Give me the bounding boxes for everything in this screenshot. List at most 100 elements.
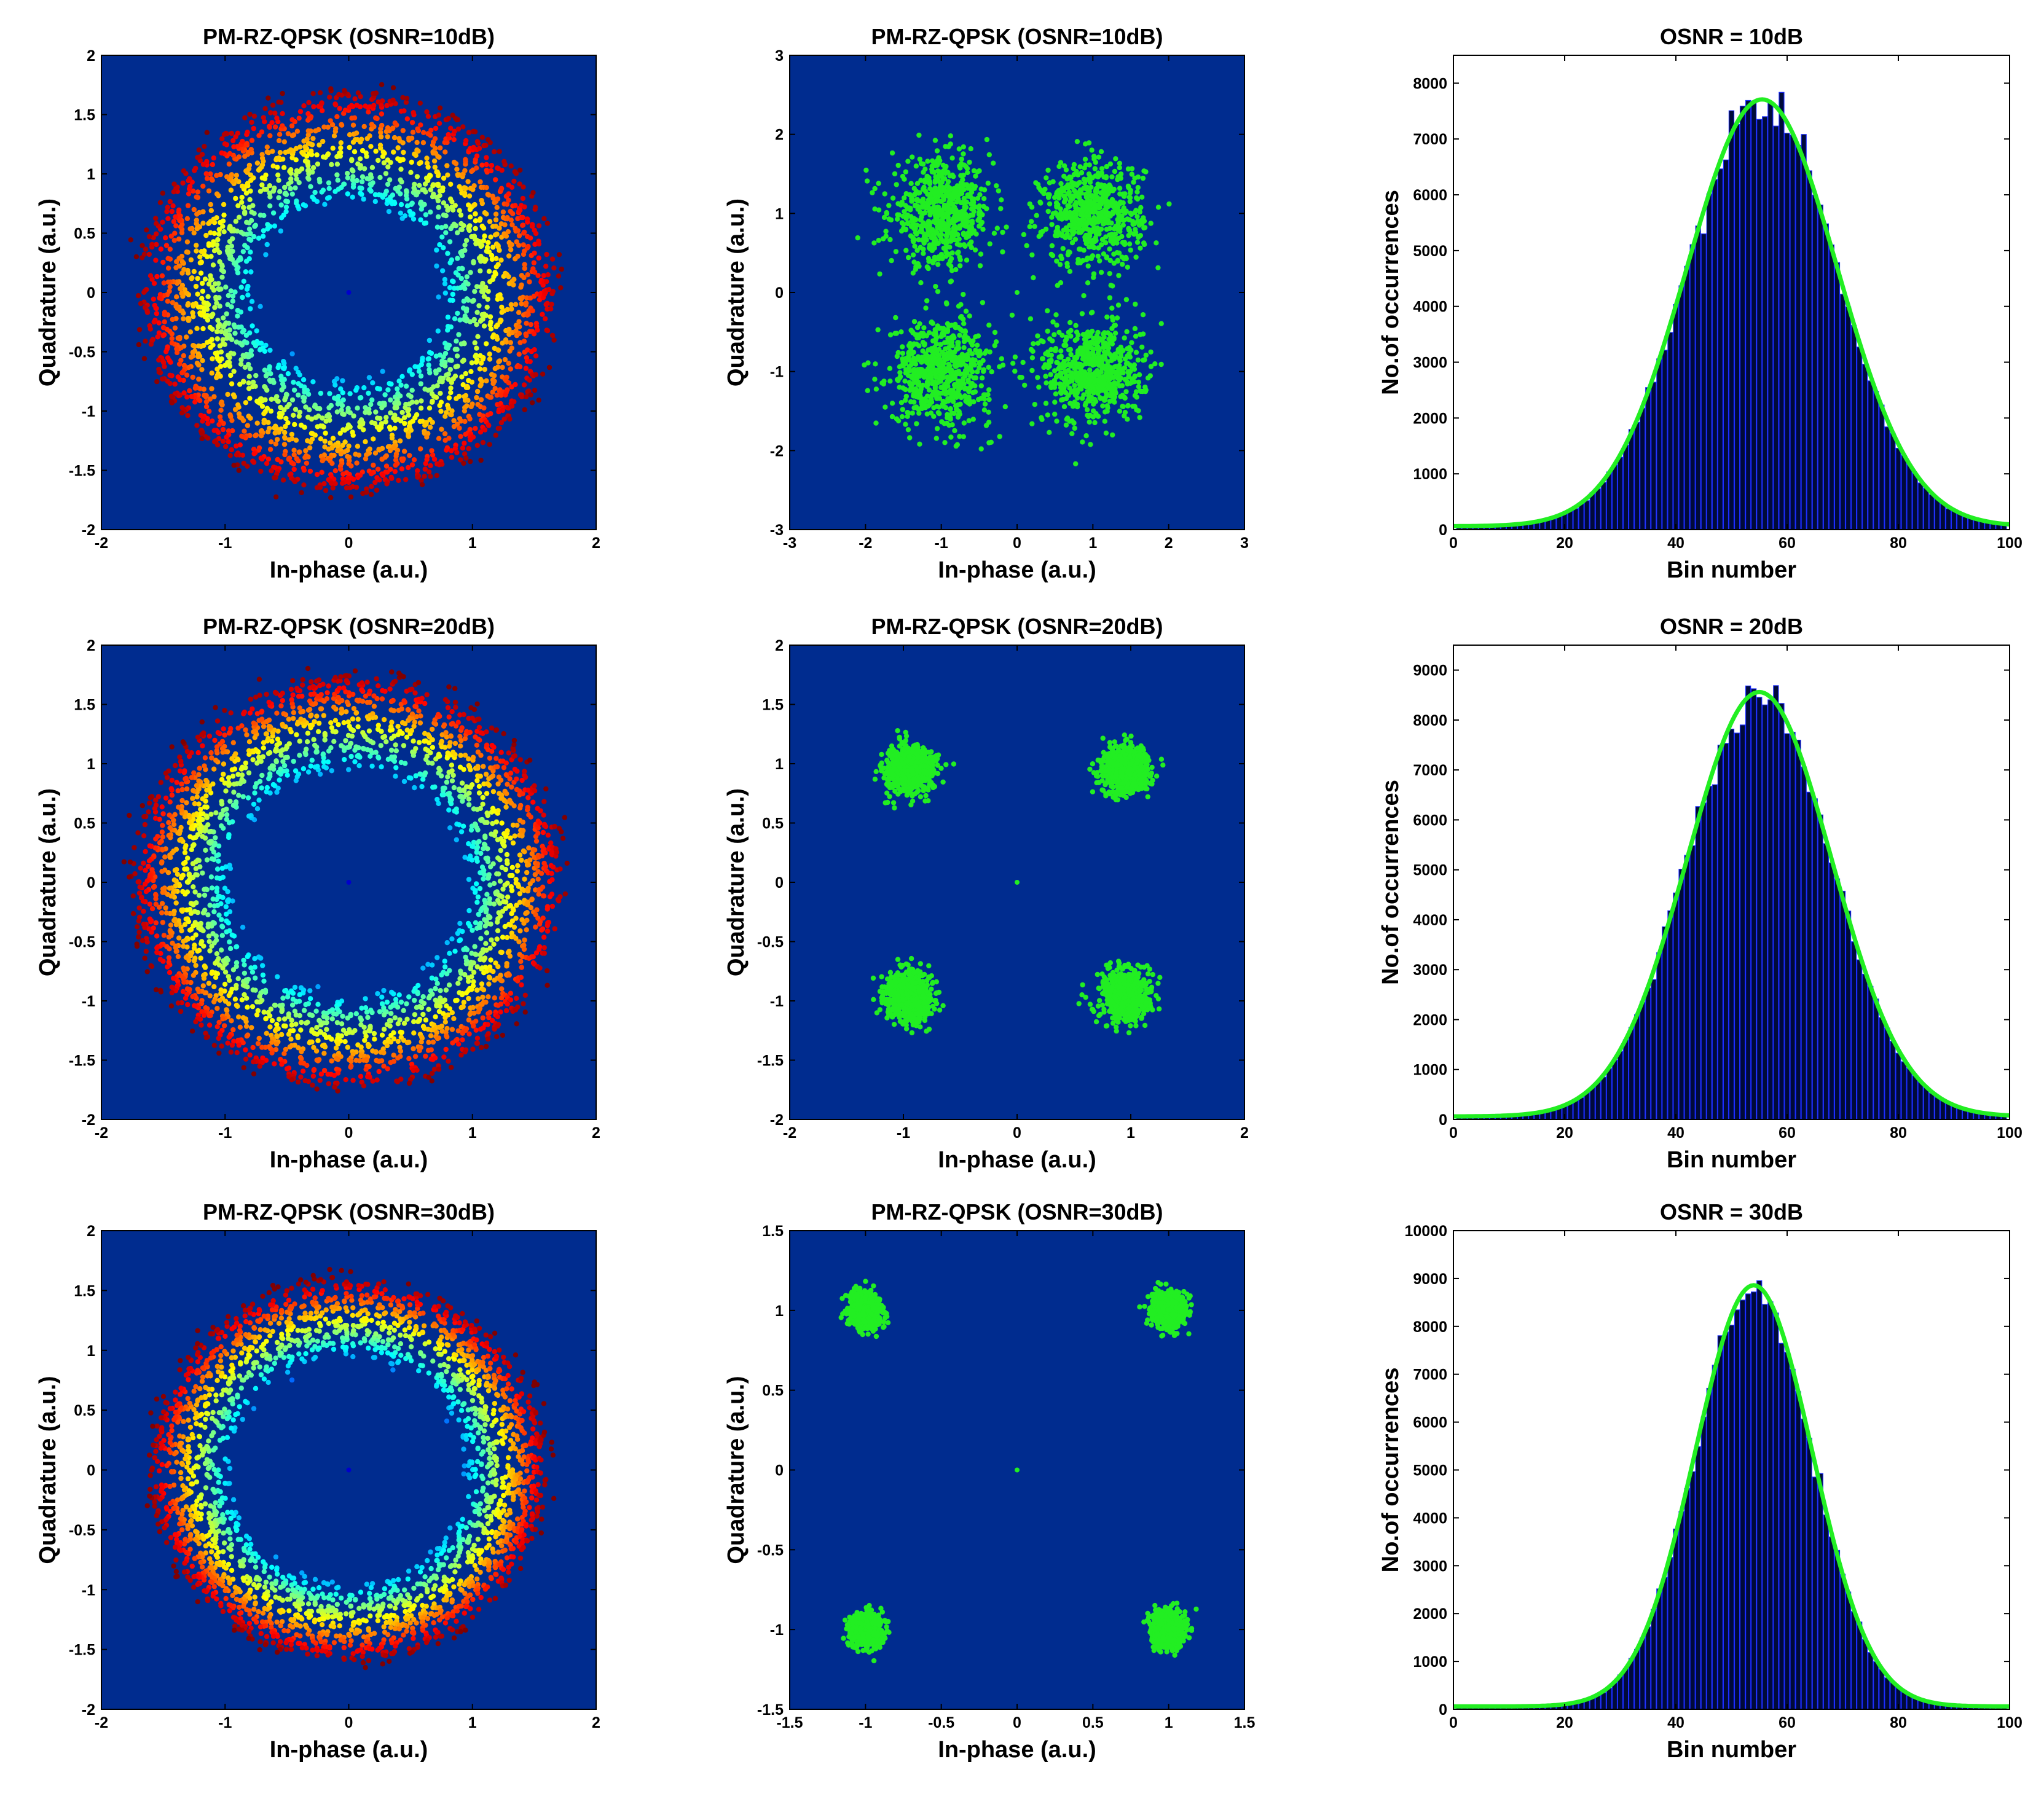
constellation-point (337, 430, 343, 436)
constellation-point (1112, 168, 1118, 174)
constellation-point (495, 262, 501, 267)
constellation-point (339, 122, 344, 127)
constellation-point (259, 456, 265, 462)
constellation-point (1083, 223, 1088, 229)
constellation-point (986, 364, 991, 370)
constellation-point (446, 131, 451, 138)
y-tick-label: 2 (87, 47, 95, 65)
constellation-point (1059, 232, 1065, 237)
constellation-point (363, 103, 368, 109)
constellation-point (926, 219, 932, 224)
constellation-point (488, 394, 494, 400)
constellation-point (364, 176, 370, 181)
constellation-point (391, 135, 398, 141)
constellation-point (305, 111, 311, 117)
constellation-point (525, 243, 531, 249)
constellation-point (457, 393, 462, 399)
constellation-point (244, 219, 250, 225)
constellation-point (1115, 302, 1122, 308)
constellation-point (424, 457, 430, 463)
constellation-point (893, 249, 899, 254)
constellation-point (478, 457, 484, 463)
constellation-point (933, 393, 938, 399)
constellation-point (876, 238, 882, 243)
constellation-point (900, 344, 905, 350)
constellation-point (1053, 391, 1059, 397)
constellation-point (282, 184, 288, 190)
constellation-point (291, 461, 296, 467)
constellation-point (151, 296, 156, 302)
constellation-point (418, 217, 423, 222)
constellation-point (477, 366, 483, 372)
constellation-point (245, 130, 250, 135)
constellation-point (253, 222, 258, 228)
constellation-point (265, 222, 270, 227)
constellation-point (409, 372, 415, 377)
constellation-point (147, 323, 152, 329)
constellation-point (903, 248, 909, 253)
constellation-point (1135, 174, 1141, 180)
constellation-point (521, 242, 526, 248)
constellation-point (383, 171, 389, 176)
constellation-point (954, 199, 959, 205)
constellation-point (418, 381, 423, 386)
constellation-point (289, 431, 295, 437)
constellation-point (559, 266, 564, 272)
constellation-point (887, 378, 893, 384)
constellation-point (977, 223, 982, 229)
constellation-point (437, 105, 443, 111)
constellation-point (263, 252, 269, 257)
constellation-point (1045, 308, 1050, 313)
constellation-point (216, 227, 222, 232)
constellation-point (981, 203, 986, 210)
constellation-point (1134, 189, 1140, 195)
constellation-point (476, 303, 482, 308)
constellation-point (420, 140, 426, 146)
constellation-point (1085, 263, 1091, 269)
constellation-point (366, 406, 372, 412)
constellation-point (361, 166, 368, 171)
constellation-point (181, 390, 187, 396)
constellation-point (936, 155, 941, 160)
constellation-point (227, 453, 233, 458)
constellation-point (967, 397, 972, 403)
constellation-point (488, 326, 494, 332)
constellation-point (956, 146, 962, 152)
constellation-point (1087, 419, 1092, 425)
constellation-point (235, 203, 241, 208)
constellation-point (293, 407, 299, 412)
constellation-point (439, 234, 445, 240)
constellation-point (1112, 236, 1118, 241)
constellation-point (181, 353, 186, 359)
constellation-point (961, 434, 967, 439)
constellation-point (864, 178, 870, 184)
constellation-point (332, 382, 338, 388)
constellation-point (945, 374, 951, 380)
constellation-point (1050, 211, 1056, 216)
constellation-point (1105, 219, 1110, 225)
constellation-point (428, 474, 433, 479)
constellation-point (221, 315, 226, 321)
constellation-point (961, 321, 967, 326)
constellation-point (181, 363, 187, 369)
constellation-point (1077, 164, 1083, 170)
constellation-point (428, 386, 434, 392)
constellation-point (1104, 199, 1110, 205)
constellation-point (263, 373, 269, 378)
constellation-point (450, 297, 455, 304)
constellation-point (433, 394, 439, 400)
constellation-point (265, 95, 271, 101)
constellation-point (1113, 156, 1118, 162)
constellation-point (154, 241, 159, 248)
constellation-point (1081, 176, 1087, 182)
constellation-point (265, 457, 272, 462)
constellation-point (1070, 231, 1075, 237)
constellation-point (377, 477, 382, 483)
constellation-point (1048, 372, 1053, 377)
constellation-point (969, 382, 975, 388)
constellation-point (466, 445, 471, 452)
constellation-point (516, 243, 522, 248)
constellation-point (235, 308, 240, 313)
constellation-point (221, 212, 227, 218)
constellation-point (173, 304, 179, 309)
